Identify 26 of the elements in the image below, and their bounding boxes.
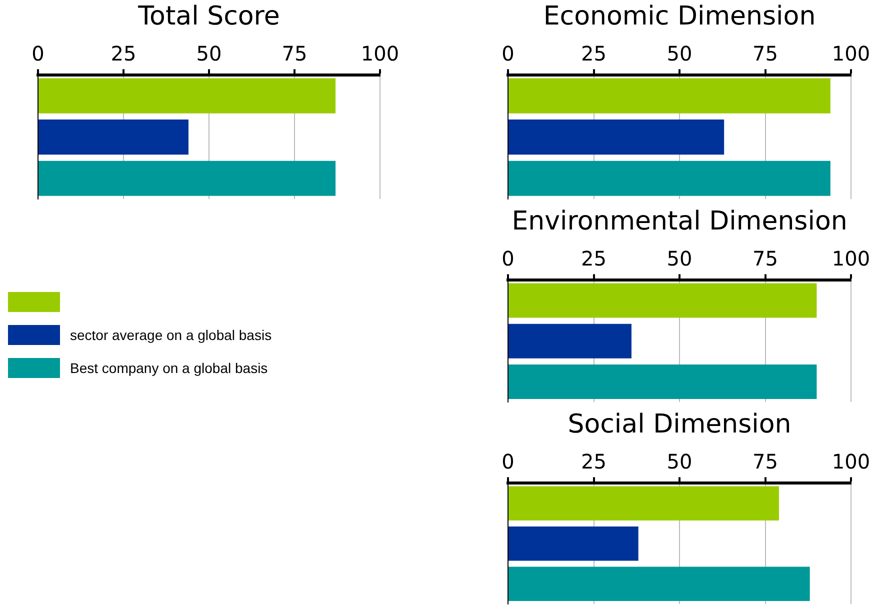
x-tick-label: 0 [32, 41, 44, 66]
x-tick-label: 50 [196, 41, 222, 66]
x-tick-label: 75 [282, 41, 308, 66]
chart-title: Social Dimension [568, 409, 792, 440]
chart-title: Environmental Dimension [512, 206, 848, 236]
x-tick-label: 75 [752, 246, 778, 270]
x-tick-label: 25 [110, 41, 136, 66]
x-tick-label: 25 [581, 246, 606, 270]
x-tick-label: 75 [752, 41, 778, 66]
chart-title: Total Score [137, 1, 280, 32]
x-tick-label: 100 [832, 246, 870, 270]
x-tick-label: 50 [666, 246, 692, 270]
chart-title: Economic Dimension [543, 1, 816, 32]
x-tick-label: 0 [502, 246, 514, 270]
x-tick-label: 100 [360, 41, 400, 66]
legend-label: Best company on a global basis [70, 360, 268, 376]
legend-label: sector average on a global basis [70, 326, 272, 342]
x-tick-label: 75 [752, 449, 778, 474]
x-tick-label: 0 [502, 449, 514, 474]
x-tick-label: 50 [666, 449, 692, 474]
x-tick-label: 100 [832, 449, 870, 474]
x-tick-label: 50 [666, 41, 692, 66]
x-tick-label: 25 [581, 41, 606, 66]
x-tick-label: 25 [581, 449, 606, 474]
x-tick-label: 0 [502, 41, 514, 66]
x-tick-label: 100 [832, 41, 870, 66]
